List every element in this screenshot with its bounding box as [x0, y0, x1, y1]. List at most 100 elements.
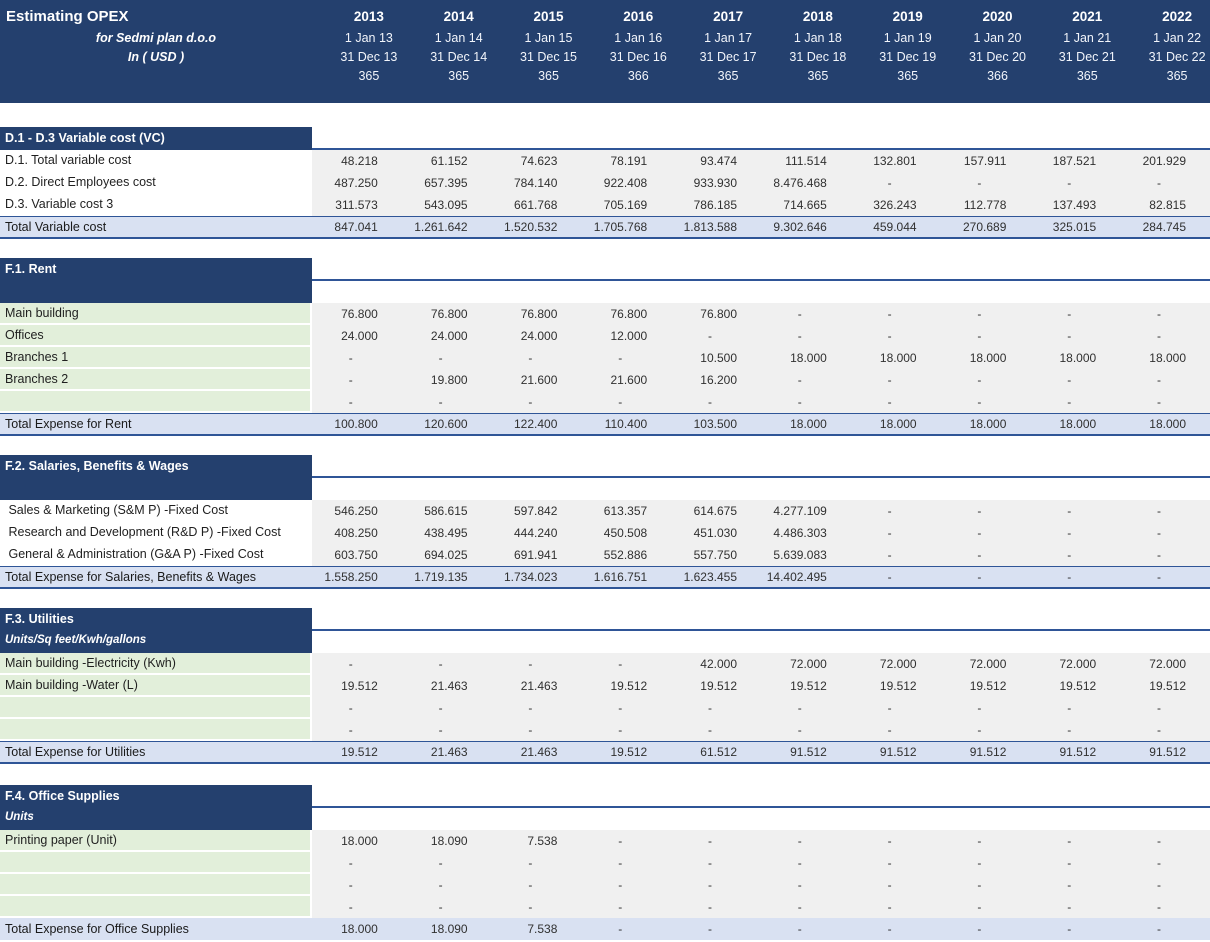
- cell-value[interactable]: -: [761, 830, 851, 852]
- cell-value[interactable]: -: [940, 697, 1031, 719]
- cell-value[interactable]: -: [581, 852, 672, 874]
- cell-value[interactable]: 552.886: [581, 544, 672, 566]
- cell-value[interactable]: -: [671, 830, 761, 852]
- cell-value[interactable]: -: [1120, 325, 1210, 347]
- period-end-date[interactable]: 31 Dec 13: [340, 50, 398, 64]
- cell-value[interactable]: -: [1030, 369, 1121, 391]
- cell-value[interactable]: 557.750: [671, 544, 761, 566]
- year-header[interactable]: 2017: [713, 9, 744, 24]
- total-cell-value[interactable]: 284.745: [1142, 220, 1186, 234]
- cell-value[interactable]: -: [761, 391, 851, 413]
- row-label[interactable]: Research and Development (R&D P) -Fixed …: [0, 522, 312, 544]
- cell-value[interactable]: 19.512: [581, 675, 672, 697]
- cell-value[interactable]: 137.493: [1030, 194, 1121, 216]
- cell-value[interactable]: 82.815: [1120, 194, 1210, 216]
- total-cell-value[interactable]: -: [887, 570, 892, 584]
- total-cell-value[interactable]: 18.000: [341, 922, 378, 936]
- row-label[interactable]: D.3. Variable cost 3: [0, 194, 312, 216]
- cell-value[interactable]: -: [1030, 697, 1121, 719]
- cell-value[interactable]: 93.474: [671, 150, 761, 172]
- cell-value[interactable]: -: [850, 830, 941, 852]
- cell-value[interactable]: 8.476.468: [761, 172, 851, 194]
- cell-value[interactable]: -: [1030, 391, 1121, 413]
- cell-value[interactable]: -: [940, 500, 1031, 522]
- cell-value[interactable]: -: [401, 697, 492, 719]
- cell-value[interactable]: -: [312, 391, 402, 413]
- cell-value[interactable]: 42.000: [671, 653, 761, 675]
- period-end-date[interactable]: 31 Dec 19: [879, 50, 937, 64]
- cell-value[interactable]: 19.512: [312, 675, 402, 697]
- cell-value[interactable]: -: [312, 874, 402, 896]
- total-cell-value[interactable]: 18.000: [969, 417, 1007, 431]
- cell-value[interactable]: -: [850, 522, 941, 544]
- total-cell-value[interactable]: 91.512: [879, 745, 917, 759]
- total-cell-value[interactable]: 1.261.642: [414, 220, 468, 234]
- cell-value[interactable]: -: [1030, 896, 1121, 918]
- period-start-date[interactable]: 1 Jan 16: [614, 31, 663, 45]
- cell-value[interactable]: -: [761, 369, 851, 391]
- period-start-date[interactable]: 1 Jan 22: [1153, 31, 1202, 45]
- total-row-label[interactable]: Total Expense for Salaries, Benefits & W…: [5, 570, 257, 584]
- cell-value[interactable]: -: [940, 874, 1031, 896]
- cell-value[interactable]: 19.512: [671, 675, 761, 697]
- days-in-year[interactable]: 365: [1076, 69, 1098, 83]
- cell-value[interactable]: -: [1120, 500, 1210, 522]
- cell-value[interactable]: 18.090: [401, 830, 492, 852]
- cell-value[interactable]: 78.191: [581, 150, 672, 172]
- cell-value[interactable]: -: [671, 719, 761, 741]
- cell-value[interactable]: -: [312, 896, 402, 918]
- days-in-year[interactable]: 366: [627, 69, 649, 83]
- cell-value[interactable]: -: [1030, 852, 1121, 874]
- cell-value[interactable]: -: [401, 896, 492, 918]
- total-cell-value[interactable]: -: [1067, 570, 1072, 584]
- cell-value[interactable]: -: [1030, 500, 1121, 522]
- cell-value[interactable]: -: [850, 896, 941, 918]
- period-start-date[interactable]: 1 Jan 19: [883, 31, 932, 45]
- cell-value[interactable]: -: [312, 852, 402, 874]
- year-header[interactable]: 2021: [1072, 9, 1103, 24]
- total-row-label[interactable]: Total Variable cost: [5, 220, 107, 234]
- year-header[interactable]: 2020: [982, 9, 1013, 24]
- period-start-date[interactable]: 1 Jan 20: [973, 31, 1022, 45]
- cell-value[interactable]: -: [491, 697, 582, 719]
- cell-value[interactable]: -: [850, 500, 941, 522]
- cell-value[interactable]: -: [940, 391, 1031, 413]
- cell-value[interactable]: -: [581, 347, 672, 369]
- cell-value[interactable]: 24.000: [401, 325, 492, 347]
- total-row-label[interactable]: Total Expense for Rent: [5, 417, 132, 431]
- cell-value[interactable]: 48.218: [312, 150, 402, 172]
- cell-value[interactable]: -: [850, 697, 941, 719]
- cell-value[interactable]: 61.152: [401, 150, 492, 172]
- row-label[interactable]: Main building -Water (L): [0, 675, 312, 697]
- cell-value[interactable]: 614.675: [671, 500, 761, 522]
- days-in-year[interactable]: 365: [1166, 69, 1188, 83]
- cell-value[interactable]: -: [491, 896, 582, 918]
- cell-value[interactable]: 444.240: [491, 522, 582, 544]
- cell-value[interactable]: -: [761, 697, 851, 719]
- total-cell-value[interactable]: 91.512: [969, 745, 1007, 759]
- cell-value[interactable]: -: [671, 852, 761, 874]
- cell-value[interactable]: 18.000: [1030, 347, 1121, 369]
- cell-value[interactable]: 691.941: [491, 544, 582, 566]
- cell-value[interactable]: 714.665: [761, 194, 851, 216]
- row-label[interactable]: Offices: [0, 325, 312, 347]
- cell-value[interactable]: 613.357: [581, 500, 672, 522]
- year-header[interactable]: 2014: [443, 9, 474, 24]
- year-header[interactable]: 2013: [353, 9, 384, 24]
- cell-value[interactable]: 18.000: [761, 347, 851, 369]
- cell-value[interactable]: 543.095: [401, 194, 492, 216]
- cell-value[interactable]: -: [312, 697, 402, 719]
- cell-value[interactable]: -: [761, 325, 851, 347]
- cell-value[interactable]: 19.512: [1120, 675, 1210, 697]
- cell-value[interactable]: -: [940, 830, 1031, 852]
- row-label[interactable]: [0, 874, 312, 896]
- cell-value[interactable]: -: [581, 697, 672, 719]
- cell-value[interactable]: -: [1120, 391, 1210, 413]
- cell-value[interactable]: -: [850, 544, 941, 566]
- total-cell-value[interactable]: 91.512: [1149, 745, 1186, 759]
- total-cell-value[interactable]: 1.705.768: [593, 220, 648, 234]
- cell-value[interactable]: -: [491, 719, 582, 741]
- cell-value[interactable]: -: [581, 719, 672, 741]
- cell-value[interactable]: 597.842: [491, 500, 582, 522]
- total-cell-value[interactable]: 9.302.646: [773, 220, 827, 234]
